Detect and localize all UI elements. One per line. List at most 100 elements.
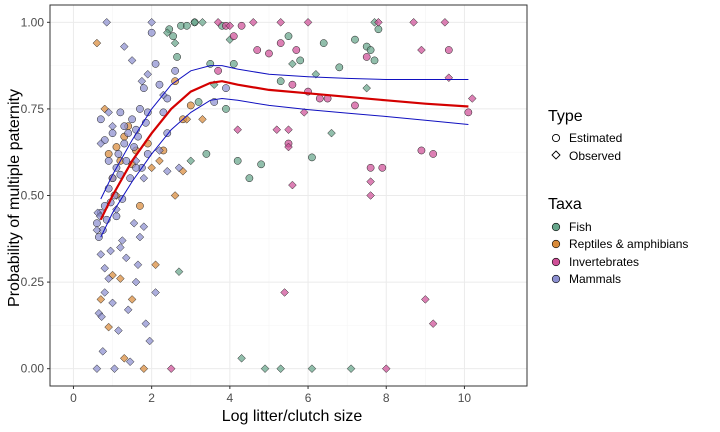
data-point-estimated <box>173 53 181 61</box>
data-point-observed <box>137 76 147 86</box>
legend-type-title: Type <box>548 108 583 125</box>
data-point-estimated <box>120 122 129 131</box>
data-point-observed <box>327 128 336 138</box>
data-point-estimated <box>186 101 195 110</box>
x-tick-label: 0 <box>70 391 77 405</box>
data-point-observed <box>139 364 149 373</box>
data-point-observed <box>116 274 125 283</box>
data-point-observed <box>276 18 285 27</box>
legend-taxa-title: Taxa <box>548 196 582 213</box>
data-point-observed <box>213 18 223 27</box>
data-point-estimated <box>163 129 172 138</box>
legend-mammals-label: Mammals <box>569 272 621 286</box>
data-point-observed <box>166 364 176 373</box>
legend-fish-label: Fish <box>569 220 592 234</box>
data-point-observed <box>97 312 106 321</box>
data-point-observed <box>237 354 246 363</box>
data-point-observed <box>127 295 137 304</box>
data-point-observed <box>288 59 297 69</box>
ci-upper-line <box>100 65 469 200</box>
data-points <box>92 18 477 373</box>
data-point-observed <box>139 173 149 183</box>
data-point-observed <box>141 319 151 328</box>
legend-estimated-key <box>551 133 561 143</box>
x-tick-label: 2 <box>148 391 155 405</box>
data-point-observed <box>299 108 309 117</box>
data-point-observed <box>123 305 133 315</box>
data-point-estimated <box>108 129 117 138</box>
data-point-estimated <box>194 98 203 106</box>
data-point-observed <box>174 163 184 173</box>
data-point-estimated <box>296 56 305 65</box>
data-point-observed <box>147 18 156 27</box>
data-point-observed <box>118 236 127 245</box>
data-point-estimated <box>139 84 148 92</box>
y-tick-label: 1.00 <box>21 15 45 29</box>
data-point-observed <box>133 260 143 270</box>
data-point-estimated <box>130 143 138 151</box>
data-point-observed <box>104 108 113 117</box>
data-point-estimated <box>315 94 324 103</box>
legend-type: Type Estimated Observed <box>548 108 622 163</box>
data-point-estimated <box>93 219 101 228</box>
data-point-estimated <box>366 163 375 172</box>
data-point-observed <box>381 364 391 373</box>
data-point-observed <box>106 246 115 256</box>
data-point-observed <box>198 115 207 124</box>
data-point-observed <box>120 42 129 51</box>
x-tick-label: 4 <box>227 391 234 405</box>
data-point-observed <box>468 94 477 103</box>
data-point-observed <box>163 28 172 37</box>
data-point-observed <box>428 319 438 328</box>
data-point-estimated <box>288 80 297 89</box>
data-point-estimated <box>104 157 113 165</box>
data-point-observed <box>127 56 137 65</box>
fit-layer <box>100 65 469 238</box>
ci-lower-line <box>100 97 469 238</box>
data-point-estimated <box>319 39 328 47</box>
legend-invertebrates-key <box>551 257 561 267</box>
data-point-observed <box>112 205 121 214</box>
data-point-observed <box>131 277 141 287</box>
data-point-estimated <box>132 163 140 172</box>
data-point-estimated <box>104 150 113 158</box>
data-point-estimated <box>112 143 121 151</box>
data-point-estimated <box>124 129 133 138</box>
x-axis-label: Log litter/clutch size <box>222 408 363 425</box>
data-point-estimated <box>128 115 136 124</box>
data-point-estimated <box>362 53 371 61</box>
y-axis-label: Probability of multiple paternity <box>6 89 23 307</box>
data-point-observed <box>307 364 317 373</box>
data-point-observed <box>145 336 154 346</box>
data-point-observed <box>92 38 102 48</box>
legend-reptiles-key <box>551 239 561 249</box>
data-point-estimated <box>147 28 156 37</box>
y-tick-label: 0.75 <box>21 102 45 116</box>
legend-invertebrates-label: Invertebrates <box>569 255 639 269</box>
data-point-observed <box>170 38 180 48</box>
data-point-observed <box>280 288 289 297</box>
data-point-estimated <box>233 157 242 165</box>
data-point-observed <box>96 139 106 148</box>
data-point-estimated <box>370 56 379 65</box>
data-point-observed <box>129 218 139 228</box>
data-point-observed <box>100 263 109 273</box>
data-point-estimated <box>169 32 178 41</box>
data-point-estimated <box>257 160 265 169</box>
data-point-estimated <box>116 108 125 117</box>
data-point-observed <box>100 104 109 114</box>
data-point-estimated <box>229 60 238 68</box>
legend-observed-key <box>551 150 561 160</box>
legend-fish-key <box>551 222 561 232</box>
data-point-observed <box>92 225 102 235</box>
data-point-observed <box>139 222 149 231</box>
data-point-estimated <box>265 49 273 58</box>
data-point-observed <box>104 322 113 332</box>
data-point-estimated <box>96 115 105 124</box>
data-point-estimated <box>159 108 168 117</box>
data-point-estimated <box>335 63 344 72</box>
data-point-estimated <box>214 66 222 75</box>
data-point-observed <box>186 156 196 166</box>
data-point-estimated <box>136 105 144 113</box>
